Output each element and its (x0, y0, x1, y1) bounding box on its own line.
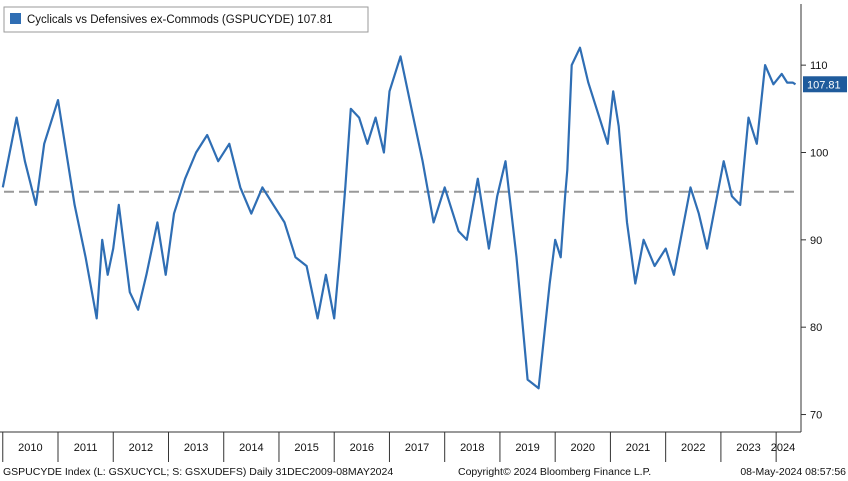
legend: Cyclicals vs Defensives ex-Commods (GSPU… (3, 6, 369, 33)
x-tick-label: 2018 (460, 442, 484, 454)
x-tick-label: 2014 (239, 442, 263, 454)
x-tick-label: 2012 (129, 442, 153, 454)
legend-label: Cyclicals vs Defensives ex-Commods (GSPU… (27, 14, 332, 26)
x-tick-label: 2013 (184, 442, 208, 454)
last-value-marker: 107.81 (803, 76, 847, 93)
x-tick-label: 2020 (571, 442, 595, 454)
x-tick-label: 2019 (515, 442, 539, 454)
y-tick-label: 100 (810, 147, 828, 159)
legend-swatch (10, 13, 21, 24)
y-axis: 70 80 90 100 110 (800, 4, 828, 432)
x-tick-label: 2022 (681, 442, 705, 454)
y-tick-label: 70 (810, 410, 822, 422)
x-tick-label: 2011 (74, 442, 98, 454)
plot-area (1, 46, 799, 390)
y-tick-label: 80 (810, 322, 822, 334)
footer-source: GSPUCYDE Index (L: GSXUCYCL; S: GSXUDEFS… (3, 466, 393, 478)
last-value-badge (803, 76, 847, 93)
series-line (1, 46, 797, 390)
x-tick-label: 2021 (626, 442, 650, 454)
y-tick-label: 110 (810, 60, 828, 72)
footer-copyright: Copyright© 2024 Bloomberg Finance L.P. (458, 466, 651, 478)
footer-timestamp: 08-May-2024 08:57:56 (740, 466, 846, 478)
y-tick-label: 90 (810, 235, 822, 247)
legend-box (3, 6, 369, 33)
x-tick-label: 2010 (18, 442, 42, 454)
footer: GSPUCYDE Index (L: GSXUCYCL; S: GSXUDEFS… (3, 466, 846, 478)
x-axis: 2010 2011 2012 2013 2014 2015 2016 2017 2018 2019… (0, 431, 801, 462)
x-tick-label: 2016 (350, 442, 374, 454)
x-tick-label: 2017 (405, 442, 429, 454)
x-tick-label: 2023 (736, 442, 760, 454)
last-value-label: 107.81 (807, 79, 841, 91)
x-tick-label: 2015 (294, 442, 318, 454)
x-tick-label: 2024 (771, 442, 795, 454)
